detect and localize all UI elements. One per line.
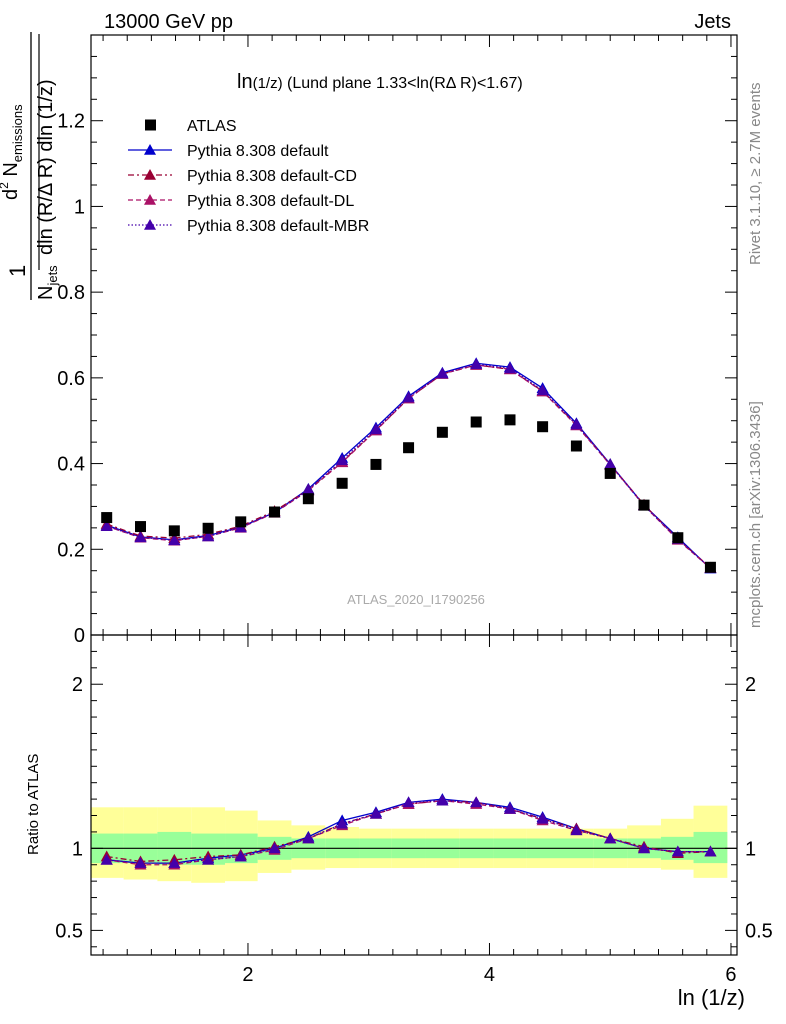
legend-label-atlas: ATLAS: [187, 118, 237, 135]
plot-title: ln(1/z) (Lund plane 1.33<ln(RΔ R)<1.67): [237, 71, 523, 93]
legend-marker-pythia-8-308-default-mbr: [144, 219, 156, 230]
ylabel-denominator: dln (R/Δ R) dln (1/z): [35, 79, 57, 255]
plot-title-main: ln: [237, 71, 253, 93]
x-tick-label: 4: [484, 964, 495, 986]
ratio-marker-pythia-8-308-default-mbr: [503, 802, 516, 814]
ratio-y-tick-label: 1: [72, 838, 83, 860]
rivet-label: Rivet 3.1.10, ≥ 2.7M events: [747, 83, 764, 266]
series-marker-pythia-8-308-default-mbr: [302, 484, 315, 495]
ratio-marker-pythia-8-308-default-mbr: [168, 857, 181, 868]
data-point-atlas: [570, 440, 582, 452]
plot-title-rest: (Lund plane 1.33<ln(RΔ R)<1.67): [283, 75, 523, 92]
data-point-atlas: [470, 416, 482, 428]
y-tick-label: 0.2: [57, 539, 85, 561]
y-tick-label: 1.2: [57, 111, 85, 133]
data-point-atlas: [202, 522, 214, 534]
data-point-atlas: [168, 525, 180, 537]
mcplots-label: mcplots.cern.ch [arXiv:1306.3436]: [747, 401, 764, 628]
ratio-marker-pythia-8-308-default-mbr: [336, 817, 349, 829]
data-point-atlas: [672, 532, 684, 544]
data-point-atlas: [436, 426, 448, 438]
legend-label-pythia-8-308-default-cd: Pythia 8.308 default-CD: [187, 168, 357, 185]
y-tick-label: 0.4: [57, 454, 85, 476]
y-tick-label: 0: [74, 625, 85, 647]
ratio-marker-pythia-8-308-default-mbr: [234, 850, 247, 862]
series-marker-pythia-8-308-default-mbr: [134, 531, 147, 543]
legend: ATLAS Pythia 8.308 default Pythia 8.308 de…: [128, 118, 369, 235]
data-point-atlas: [403, 442, 415, 454]
ratio-marker-pythia-8-308-default-mbr: [436, 794, 449, 806]
data-point-atlas: [135, 521, 147, 533]
series-marker-pythia-8-308-default-mbr: [168, 534, 181, 546]
legend-label-pythia-8-308-default: Pythia 8.308 default: [187, 143, 329, 160]
ratio-marker-pythia-8-308-default-mbr: [604, 832, 617, 844]
ratio-ylabel: Ratio to ATLAS: [25, 754, 42, 855]
ratio-y-tick-label-right: 0.5: [745, 920, 773, 942]
legend-marker-pythia-8-308-default-dl: [144, 194, 156, 205]
y-tick-label: 1: [74, 196, 85, 218]
data-point-atlas: [269, 506, 281, 518]
ratio-y-tick-label-right: 2: [745, 674, 756, 696]
main-ylabel: 1 d2 Nemissions Njets dln (R/Δ R) dln (1…: [0, 32, 60, 300]
series-marker-pythia-8-308-default-mbr: [202, 530, 215, 542]
ratio-panel: [91, 793, 737, 883]
data-point-atlas: [537, 421, 549, 433]
series-marker-pythia-8-308-default-mbr: [336, 454, 349, 465]
header-left: 13000 GeV pp: [104, 11, 233, 33]
x-tick-label: 2: [242, 964, 253, 986]
legend-label-pythia-8-308-default-mbr: Pythia 8.308 default-MBR: [187, 218, 369, 235]
ylabel-one: 1: [5, 265, 30, 277]
y-tick-label: 0.8: [57, 282, 85, 304]
series-marker-pythia-8-308-default-mbr: [436, 367, 449, 379]
ratio-panel-frame: [90, 634, 738, 956]
series-marker-pythia-8-308-default-mbr: [100, 520, 113, 531]
ratio-marker-pythia-8-308-default-mbr: [134, 857, 147, 868]
plot-title-sub: (1/z): [253, 75, 283, 92]
ratio-marker-pythia-8-308-default-mbr: [638, 842, 651, 854]
ylabel-nj: Njets: [35, 265, 60, 300]
ratio-marker-pythia-8-308-default-mbr: [302, 832, 315, 844]
data-point-atlas: [604, 467, 616, 479]
ratio-marker-pythia-8-308-default-mbr: [402, 796, 415, 808]
data-point-atlas: [504, 414, 516, 426]
legend-marker-atlas: [145, 119, 156, 131]
ratio-marker-pythia-8-308-default-mbr: [369, 807, 382, 819]
data-point-atlas: [704, 561, 716, 573]
ratio-y-tick-label: 2: [72, 674, 83, 696]
ratio-marker-pythia-8-308-default-mbr: [268, 842, 281, 854]
legend-label-pythia-8-308-default-dl: Pythia 8.308 default-DL: [187, 193, 354, 210]
ratio-marker-pythia-8-308-default-mbr: [202, 853, 215, 865]
data-point-atlas: [370, 458, 382, 470]
ratio-marker-pythia-8-308-default-mbr: [536, 812, 549, 824]
xlabel: ln (1/z): [678, 985, 745, 1010]
ratio-y-tick-label: 0.5: [55, 920, 83, 942]
data-point-atlas: [336, 477, 348, 489]
legend-marker-pythia-8-308-default: [144, 144, 156, 155]
legend-marker-pythia-8-308-default-cd: [144, 169, 156, 180]
ratio-marker-pythia-8-308-default-mbr: [100, 853, 113, 865]
series-marker-pythia-8-308-default-mbr: [604, 458, 617, 470]
series-marker-pythia-8-308-default-mbr: [470, 358, 483, 369]
x-tick-label: 6: [725, 964, 736, 986]
data-point-atlas: [235, 516, 247, 528]
data-point-atlas: [101, 512, 113, 524]
ratio-y-tick-label-right: 1: [745, 838, 756, 860]
series-marker-pythia-8-308-default-mbr: [503, 362, 516, 374]
ratio-marker-pythia-8-308-default-mbr: [570, 824, 583, 836]
series-marker-pythia-8-308-default-mbr: [369, 423, 382, 435]
main-panel: [100, 357, 717, 574]
y-tick-label: 0.6: [57, 368, 85, 390]
header-right: Jets: [694, 11, 731, 33]
ratio-marker-pythia-8-308-default-mbr: [704, 845, 717, 857]
data-point-atlas: [302, 493, 314, 505]
analysis-watermark: ATLAS_2020_I1790256: [347, 592, 485, 607]
series-marker-pythia-8-308-default-mbr: [570, 418, 583, 430]
series-marker-pythia-8-308-default-mbr: [536, 384, 549, 396]
series-marker-pythia-8-308-default-mbr: [402, 391, 415, 403]
ratio-marker-pythia-8-308-default-mbr: [470, 796, 483, 808]
data-point-atlas: [638, 499, 650, 511]
ylabel-numerator: d2 Nemissions: [0, 104, 25, 200]
ratio-marker-pythia-8-308-default-mbr: [671, 845, 684, 857]
